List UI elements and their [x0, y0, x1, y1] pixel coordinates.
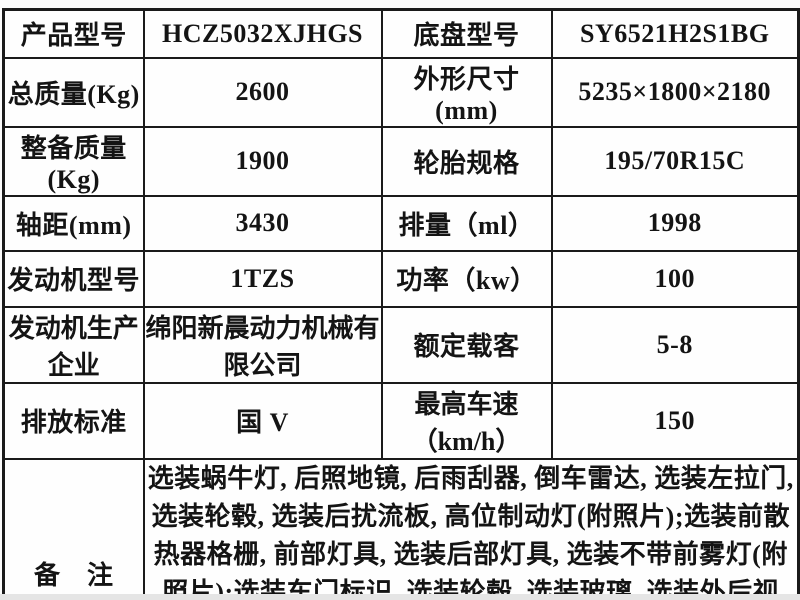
- spec-value-cell: 3430: [142, 194, 383, 252]
- spec-value-cell: 2600: [142, 56, 383, 128]
- vehicle-spec-table: 产品型号 HCZ5032XJHGS 底盘型号 SY6521H2S1BG 总质量(…: [2, 8, 800, 600]
- spec-value-cell: 1TZS: [142, 249, 383, 308]
- remark-label-cell: 备 注: [2, 457, 145, 600]
- spec-label-cell: 轴距(mm): [2, 194, 145, 252]
- spec-value-cell: 5-8: [550, 305, 800, 384]
- spec-label-cell: 排量（ml）: [380, 194, 553, 252]
- table-row: 总质量(Kg) 2600 外形尺寸(mm) 5235×1800×2180: [2, 56, 800, 128]
- table-row: 轴距(mm) 3430 排量（ml） 1998: [2, 194, 800, 252]
- spec-label-cell: 发动机型号: [2, 249, 145, 308]
- table-row: 排放标准 国 V 最高车速（km/h） 150: [2, 381, 800, 460]
- spec-label-cell: 最高车速（km/h）: [380, 381, 553, 460]
- table-row: 发动机生产企业 绵阳新晨动力机械有限公司 额定载客 5-8: [2, 305, 800, 384]
- spec-label-cell: 发动机生产企业: [2, 305, 145, 384]
- remark-row: 备 注 选装蜗牛灯, 后照地镜, 后雨刮器, 倒车雷达, 选装左拉门, 选装轮毂…: [2, 457, 800, 600]
- spec-value-cell: 100: [550, 249, 800, 308]
- remark-text-cell: 选装蜗牛灯, 后照地镜, 后雨刮器, 倒车雷达, 选装左拉门, 选装轮毂, 选装…: [142, 457, 800, 600]
- table-row: 产品型号 HCZ5032XJHGS 底盘型号 SY6521H2S1BG: [2, 8, 800, 59]
- spec-label-cell: 排放标准: [2, 381, 145, 460]
- spec-label-cell: 轮胎规格: [380, 125, 553, 197]
- spec-value-cell: 1900: [142, 125, 383, 197]
- spec-value-cell: 5235×1800×2180: [550, 56, 800, 128]
- spec-value-cell: 1998: [550, 194, 800, 252]
- spec-label-cell: 外形尺寸(mm): [380, 56, 553, 128]
- spec-label-cell: 额定载客: [380, 305, 553, 384]
- table-row: 整备质量(Kg) 1900 轮胎规格 195/70R15C: [2, 125, 800, 197]
- spec-label-cell: 总质量(Kg): [2, 56, 145, 128]
- spec-value-cell: 国 V: [142, 381, 383, 460]
- page-bottom-edge: [0, 594, 800, 600]
- spec-label-cell: 产品型号: [2, 8, 145, 59]
- spec-label-cell: 整备质量(Kg): [2, 125, 145, 197]
- spec-label-cell: 底盘型号: [380, 8, 553, 59]
- spec-value-cell: SY6521H2S1BG: [550, 8, 800, 59]
- table-row: 发动机型号 1TZS 功率（kw） 100: [2, 249, 800, 308]
- spec-label-cell: 功率（kw）: [380, 249, 553, 308]
- spec-value-cell: 195/70R15C: [550, 125, 800, 197]
- spec-value-cell: 绵阳新晨动力机械有限公司: [142, 305, 383, 384]
- spec-value-cell: HCZ5032XJHGS: [142, 8, 383, 59]
- spec-value-cell: 150: [550, 381, 800, 460]
